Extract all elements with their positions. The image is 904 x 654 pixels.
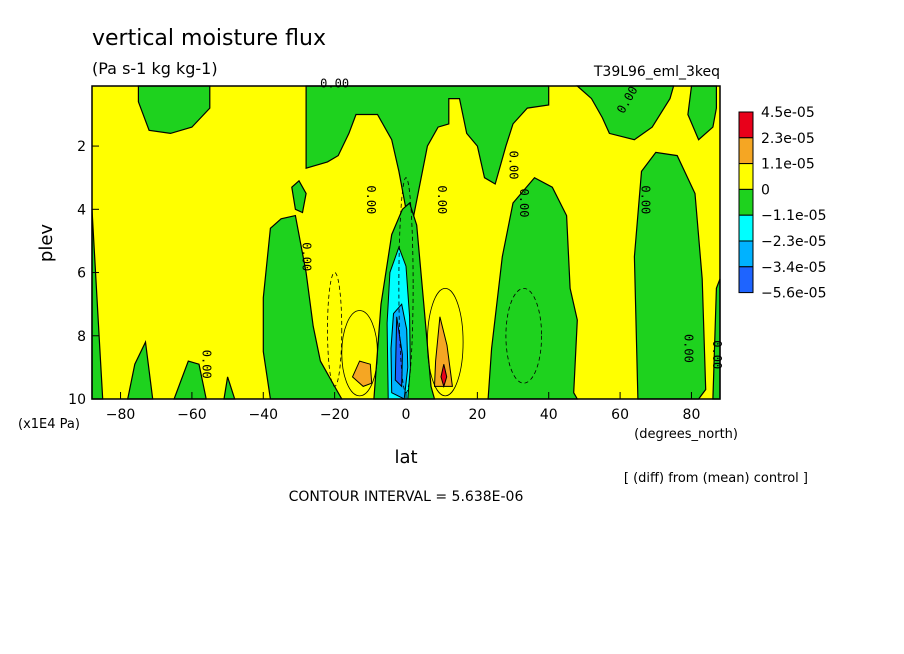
legend-label: −3.4e-05	[761, 260, 826, 276]
y-tick-label: 2	[77, 139, 86, 155]
contour-label-4: 0.00	[300, 242, 314, 271]
region-trop-column-right	[487, 176, 579, 400]
contour-label-6: 0.00	[517, 189, 531, 218]
y-axis-label: plev	[36, 224, 57, 263]
contour-labels: 0.00 0.00 0.00 0.00 0.00 0.00 0.00 0.00 0.00 0.00…	[200, 77, 724, 379]
legend-label: 0	[761, 182, 770, 198]
region-red-core	[440, 364, 448, 389]
x-tick-label: 40	[540, 407, 558, 423]
legend-label: −1.1e-05	[761, 208, 826, 224]
y-axis-units: (x1E4 Pa)	[18, 417, 80, 432]
legend-swatch	[738, 266, 754, 294]
contour-interval: CONTOUR INTERVAL = 5.638E-06	[289, 489, 524, 505]
comparison-note: [ (diff) from (mean) control ]	[624, 471, 808, 486]
x-tick-label: 20	[468, 407, 486, 423]
legend-label: 2.3e-05	[761, 131, 815, 147]
contour-label-5: 0.00	[506, 151, 520, 180]
experiment-label: T39L96_eml_3keq	[593, 64, 720, 80]
contour-label-8: 0.00	[639, 185, 653, 214]
legend-swatch	[738, 214, 754, 242]
contour-label-10: 0.00	[681, 334, 695, 363]
contour-label-3: 0.00	[435, 185, 449, 214]
x-axis-units: (degrees_north)	[634, 427, 738, 442]
legend-swatch	[738, 163, 754, 190]
contour-label-1: 0.00	[320, 77, 349, 91]
contour-label-2: 0.00	[364, 185, 378, 214]
region-upper-center-region	[305, 85, 550, 336]
x-tick-label: −20	[320, 407, 350, 423]
legend-swatch	[738, 137, 754, 165]
x-tick-label: 60	[611, 407, 629, 423]
color-legend: 4.5e-05 2.3e-05 1.1e-05 0 −1.1e-05 −2.3e-05 −3…	[738, 105, 826, 302]
y-tick-label: 6	[77, 266, 86, 282]
region-high-lat-right-column	[633, 151, 707, 400]
field-layer	[91, 85, 721, 400]
contour-label-11: 0.00	[710, 340, 724, 369]
dashed-contour-3	[505, 287, 542, 384]
contour-label-9: 0.00	[200, 350, 214, 379]
region-orange-north	[433, 316, 453, 387]
solid-contour-1	[341, 310, 378, 397]
region-small-left-blob	[291, 179, 307, 214]
x-tick-label: 0	[402, 407, 411, 423]
x-tick-label: −80	[106, 407, 136, 423]
x-axis: −80 −60 −40 −20 0 20 40 60 80	[106, 392, 701, 423]
legend-swatch	[738, 111, 754, 139]
region-orange-south	[351, 360, 373, 387]
chart-title: vertical moisture flux	[92, 26, 326, 51]
y-tick-label: 8	[77, 329, 86, 345]
legend-swatch	[738, 188, 754, 216]
region-upper-right-blob	[575, 85, 675, 141]
solid-contour-2	[427, 287, 464, 397]
plot-area: 0.00 0.00 0.00 0.00 0.00 0.00 0.00 0.00 0.00 0.00…	[91, 77, 724, 400]
chart-subtitle: (Pa s-1 kg kg-1)	[92, 59, 218, 78]
y-tick-label: 10	[68, 392, 86, 408]
x-tick-label: −40	[248, 407, 278, 423]
legend-swatch	[738, 240, 754, 268]
legend-label: −5.6e-05	[761, 286, 826, 302]
legend-label: 4.5e-05	[761, 105, 815, 121]
y-axis: 2 4 6 8 10	[68, 139, 99, 408]
y-tick-label: 4	[77, 202, 86, 218]
region-upper-left-blob	[137, 85, 211, 135]
legend-label: 1.1e-05	[761, 157, 815, 173]
x-axis-label: lat	[394, 447, 417, 468]
x-tick-label: 80	[683, 407, 701, 423]
region-dark-blue-core	[394, 316, 403, 388]
region-mid-left-column	[262, 214, 343, 400]
x-tick-label: −60	[177, 407, 207, 423]
dashed-contour-1	[327, 272, 343, 387]
legend-label: −2.3e-05	[761, 234, 826, 250]
